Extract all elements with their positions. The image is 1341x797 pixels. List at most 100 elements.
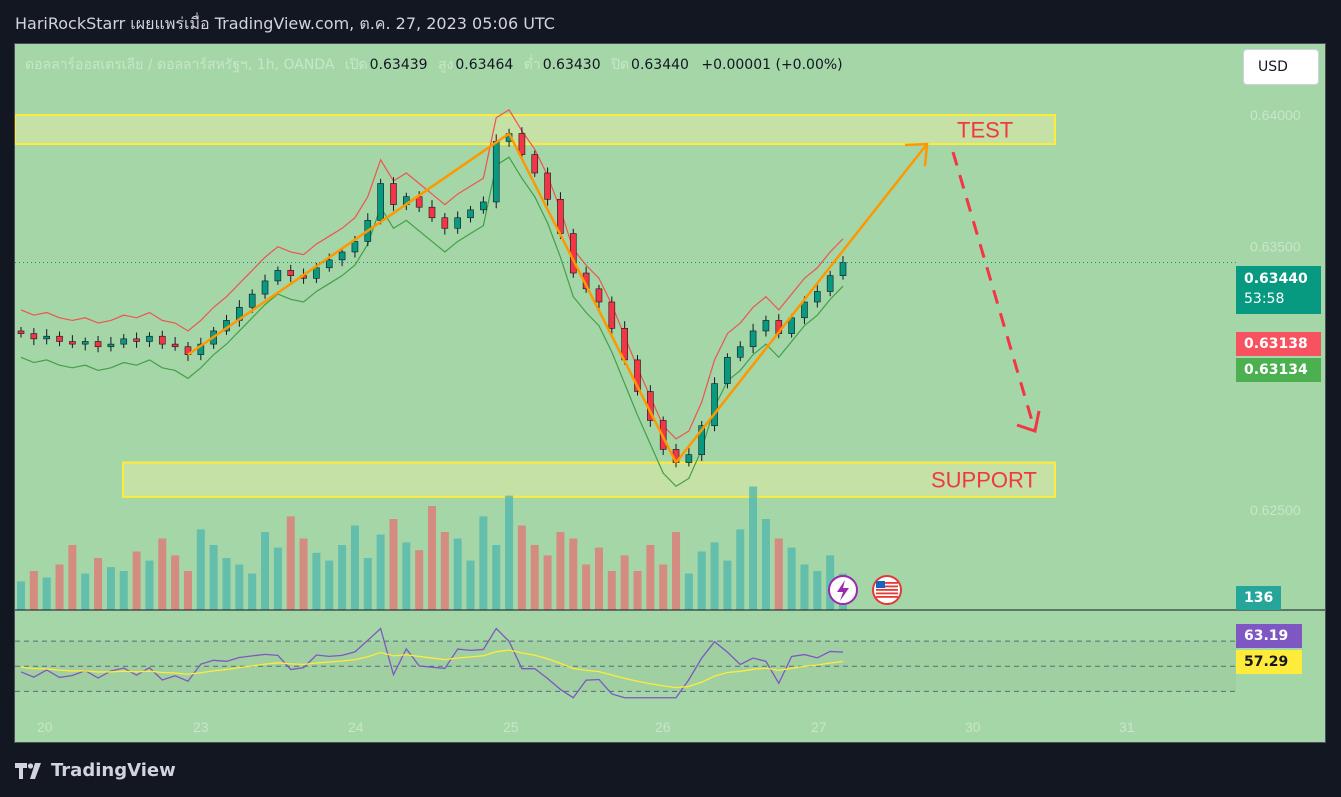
volume-bar [761,519,770,610]
trendline-up-2 [675,143,928,464]
volume-bar [672,532,681,610]
tradingview-logo-text: TradingView [51,760,176,781]
volume-badge: 136 [1236,586,1281,610]
volume-bar [479,516,488,610]
volume-bar [749,486,758,610]
us-flag-event-icon [872,575,902,605]
volume-bar [312,552,321,610]
close-label: ปิด [611,57,630,73]
candle-body [454,217,461,229]
tradingview-logo[interactable]: TradingView [15,760,176,781]
rsi-ma-badge: 57.29 [1236,650,1302,674]
volume-bar [299,538,308,610]
volume-bar [800,564,809,610]
candle-body [81,341,89,345]
volume-bar [94,558,103,610]
candle-body [531,154,539,174]
trendline-arrowhead [904,142,929,167]
rsi-badge: 63.19 [1236,624,1302,648]
candle-body [492,141,500,203]
volume-bar [68,545,77,610]
y-axis-tick-label: 0.63500 [1250,239,1301,255]
y-axis-tick-label: 0.64000 [1250,107,1301,123]
volume-bar [376,534,385,610]
volume-bar [723,560,732,610]
candle-body [480,201,487,211]
candle-body [274,270,282,282]
volume-bar [145,560,154,610]
projection-arrowhead [1016,410,1041,433]
us-flag-stripe [876,585,898,588]
volume-bar [466,560,475,610]
volume-bar [787,547,796,610]
volume-bar [594,547,603,610]
candle-body [390,183,397,205]
candle-body [762,320,770,332]
volume-bar [710,542,719,610]
lightning-icon-bolt [837,580,849,601]
candle-body [467,209,474,219]
candle-body [313,267,320,279]
lightning-event-icon [828,575,858,605]
volume-bar [55,564,64,610]
volume-bar [363,558,372,610]
symbol-label[interactable]: ดอลลาร์ออสเตรเลีย / ดอลลาร์สหรัฐฯ, 1h, O… [25,57,335,73]
volume-bar [813,571,822,610]
high-value: 0.63464 [455,57,514,73]
x-axis-tick-label: 25 [503,719,519,735]
candle-body [69,341,76,345]
candle-body [711,383,718,427]
volume-bar [389,519,398,610]
y-axis-tick-label: 0.62500 [1250,502,1301,518]
candle-body [325,259,333,269]
open-value: 0.63439 [369,57,428,73]
volume-bar [171,555,180,610]
candle-body [171,343,179,348]
rsi-line [20,627,844,699]
candle-body [261,280,269,295]
trendline-up-1 [187,132,510,356]
volume-bar [428,506,436,610]
candle-body [608,301,616,329]
candle-body [17,330,25,334]
change-value: +0.00001 (+0.00%) [701,57,843,73]
candle-body [839,262,847,276]
candle-body [56,335,63,342]
rsi-ma-line [20,649,844,689]
candle-body [518,133,526,155]
volume-bar [119,571,128,610]
candle-body [826,275,834,292]
projection-dashed-arrow [951,151,1037,432]
volume-bar [81,573,90,610]
last-price-value: 0.63440 [1244,271,1308,287]
header-title: HariRockStarr เผยแพร่เมื่อ TradingView.c… [15,14,555,33]
volume-bar [659,564,668,610]
candle-body [158,335,166,345]
high-label: สูง [438,57,454,73]
us-flag-stripe [876,589,898,591]
x-axis-tick-label: 20 [37,719,53,735]
band-lower-line [20,156,844,488]
volume-bar [158,538,167,610]
volume-bar [607,571,616,610]
us-flag-canton [876,581,885,588]
volume-bar [736,529,745,610]
currency-button[interactable]: USD [1243,49,1319,85]
ohlc-legend: ดอลลาร์ออสเตรเลีย / ดอลลาร์สหรัฐฯ, 1h, O… [25,54,843,76]
candle-body [248,293,256,308]
candle-body [685,454,693,463]
candle-body [724,356,731,384]
volume-bar [196,529,205,610]
volume-bar [17,581,25,610]
band-upper-line [20,108,844,440]
volume-bar [325,560,334,610]
volume-bar [646,545,655,610]
x-axis-tick-label: 26 [655,719,671,735]
candle-body [351,241,359,253]
volume-bar [42,577,51,610]
x-axis-tick-label: 31 [1119,719,1135,735]
volume-bar [517,525,526,610]
candle-body [377,183,384,221]
